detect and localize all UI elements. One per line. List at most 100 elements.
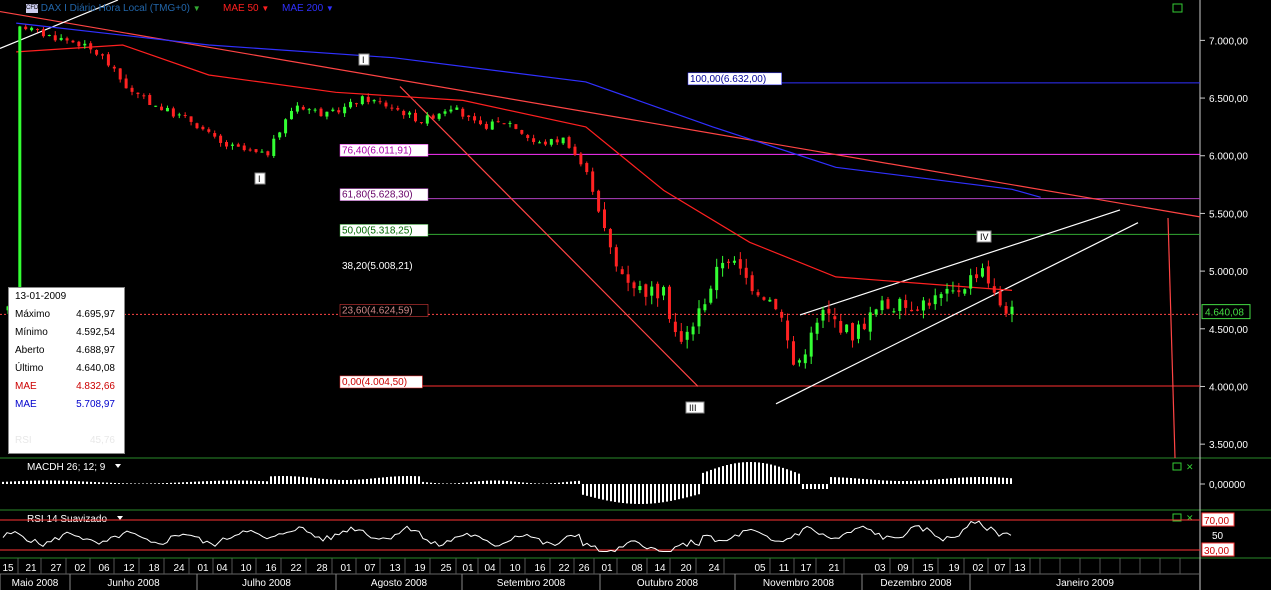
candle-body — [656, 283, 660, 299]
candle-body — [390, 107, 394, 109]
wave-label-box — [358, 53, 370, 66]
wave-label: I — [258, 174, 261, 184]
candle-body — [502, 123, 506, 125]
candle-body — [732, 260, 736, 263]
candle-body — [874, 309, 878, 315]
candle-body — [626, 274, 630, 283]
candle-body — [685, 331, 689, 340]
rsi-upper-label: 70,00 — [1204, 516, 1229, 527]
dropdown-arrow-icon[interactable]: ▼ — [192, 4, 201, 13]
x-day-label: 08 — [631, 563, 643, 574]
maximize-icon[interactable] — [1172, 462, 1182, 471]
maximize-icon[interactable] — [1172, 3, 1183, 13]
candle-body — [567, 137, 571, 148]
x-day-label: 03 — [874, 563, 886, 574]
candle-body — [614, 247, 618, 267]
candle-body — [343, 106, 347, 114]
candle-body — [786, 320, 790, 341]
fib-label-box — [340, 260, 428, 273]
candle-body — [325, 111, 329, 117]
candle-body — [354, 103, 358, 105]
x-day-label: 01 — [601, 563, 613, 574]
instrument-title[interactable]: DAX I Diário Hora Local (TMG+0) — [40, 3, 190, 14]
fib-label: 38,20(5.008,21) — [342, 261, 413, 272]
current-price-label: 4.640,08 — [1205, 308, 1244, 319]
candle-body — [632, 282, 636, 289]
mae50-legend[interactable]: MAE 50 — [223, 3, 259, 14]
candle-body — [538, 142, 542, 144]
candle-body — [762, 297, 766, 300]
candle-body — [921, 300, 925, 311]
channel-line[interactable] — [775, 222, 1139, 405]
fib-label: 100,00(6.632,00) — [690, 74, 766, 85]
x-axis[interactable]: 15 21 27 02 06 12 18 24 01 04 10 16 22 28 01 07 13 19 25 01… — [0, 558, 1200, 590]
wave-label-box — [976, 230, 992, 243]
fib-label-box — [339, 304, 429, 317]
x-day-label: 28 — [316, 563, 328, 574]
dropdown-arrow-icon[interactable]: ▼ — [261, 4, 270, 13]
candle-body — [744, 267, 748, 278]
candle-body — [768, 299, 772, 302]
candle-body — [803, 354, 807, 364]
candle-body — [384, 102, 388, 107]
candle-body — [284, 119, 288, 134]
candle-body — [230, 144, 234, 146]
candle-body — [89, 43, 93, 50]
candle-body — [378, 101, 382, 103]
info-row: Máximo 4.695,97 — [15, 309, 115, 320]
candle-body — [278, 132, 282, 138]
y-tick-label: 5.500,00 — [1209, 209, 1248, 220]
dropdown-arrow-icon[interactable]: ▼ — [325, 4, 334, 13]
candle-body — [969, 275, 973, 289]
x-day-label: 04 — [484, 563, 496, 574]
candle-body — [219, 135, 223, 143]
candle-body — [248, 149, 252, 151]
candle-body — [673, 321, 677, 333]
rsi-lower-label: 30,00 — [1204, 546, 1229, 557]
info-date: 13-01-2009 — [15, 291, 67, 302]
candle-body — [41, 29, 45, 37]
trendline[interactable] — [399, 86, 699, 387]
info-row-faded: RSI 45,76 — [15, 435, 115, 446]
candle-body — [1004, 306, 1008, 314]
candle-body — [30, 27, 34, 31]
rsi-line — [2, 520, 1012, 553]
candle-body — [478, 120, 482, 125]
channel-line[interactable] — [799, 209, 1121, 316]
dropdown-arrow-icon[interactable] — [115, 464, 121, 468]
info-row: Mínimo 4.592,54 — [15, 327, 115, 338]
cfd-icon: CFD — [26, 3, 39, 13]
candle-body — [289, 111, 293, 120]
candle-body — [839, 321, 843, 333]
x-day-label: 01 — [340, 563, 352, 574]
candle-body — [998, 291, 1002, 306]
x-day-label: 26 — [578, 563, 590, 574]
x-day-label: 12 — [123, 563, 135, 574]
x-day-label: 19 — [948, 563, 960, 574]
fib-label-box — [339, 375, 423, 389]
wave-label: IV — [980, 232, 989, 242]
maximize-icon[interactable] — [1172, 513, 1182, 522]
macd-panel[interactable]: MACDH 26; 12; 9 ✕ 0,00000 — [2, 462, 1246, 504]
candle-body — [177, 114, 181, 116]
rsi-mid-label: 50 — [1212, 531, 1224, 542]
x-day-label: 18 — [148, 563, 160, 574]
x-day-label: 02 — [972, 563, 984, 574]
x-day-label: 22 — [558, 563, 570, 574]
candle-body — [77, 41, 81, 47]
candle-body — [880, 300, 884, 311]
trendline[interactable] — [1167, 218, 1176, 459]
data-window-panel: 13-01-2009 Máximo 4.695,97 Mínimo 4.592,54… — [8, 287, 125, 454]
mae200-legend[interactable]: MAE 200 — [282, 3, 324, 14]
candle-body — [301, 106, 305, 110]
candle-body — [597, 190, 601, 212]
candle-body — [419, 122, 423, 124]
candle-body — [821, 309, 825, 321]
trendline[interactable] — [0, 10, 1201, 218]
candle-body — [620, 269, 624, 275]
x-month-label: Agosto 2008 — [371, 578, 428, 589]
dropdown-arrow-icon[interactable] — [117, 516, 123, 520]
candle-body — [213, 133, 217, 137]
